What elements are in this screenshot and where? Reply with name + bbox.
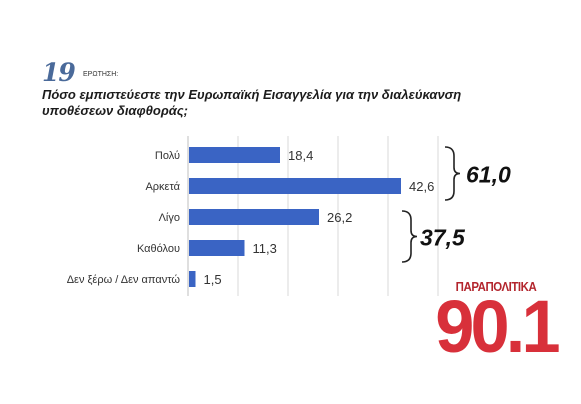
logo-fm: fm (512, 357, 542, 381)
bar (189, 147, 280, 163)
category-label: Πολύ (155, 150, 180, 162)
question-text: Πόσο εμπιστεύεστε την Ευρωπαϊκή Εισαγγελ… (42, 87, 462, 118)
data-label: 1,5 (204, 272, 222, 287)
bar (189, 209, 319, 225)
data-label: 26,2 (327, 210, 352, 225)
question-number: 19 (42, 58, 76, 87)
data-label: 11,3 (253, 241, 277, 256)
data-label: 18,4 (288, 148, 313, 163)
bar (189, 240, 245, 256)
logo-frequency: 90.1 (435, 285, 560, 368)
logo-station-name: ΠΑΡΑΠΟΛΙΤΙΚΑ (455, 279, 537, 294)
bar (189, 178, 401, 194)
bracket-bottom (401, 210, 418, 263)
total-label-bottom: 37,5 (420, 225, 466, 251)
question-label: ΕΡΩΤΗΣΗ: (83, 71, 119, 78)
bracket-top (444, 146, 461, 201)
data-label: 42,6 (409, 179, 434, 194)
station-logo: ΠΑΡΑΠΟΛΙΤΙΚΑ 90.1 fm (434, 279, 560, 387)
category-label: Καθόλου (137, 243, 180, 255)
category-label: Λίγο (159, 212, 180, 224)
total-label-top: 61,0 (466, 162, 511, 188)
category-label: Δεν ξέρω / Δεν απαντώ (67, 274, 181, 286)
category-label: Αρκετά (145, 181, 180, 193)
bar (189, 271, 196, 287)
